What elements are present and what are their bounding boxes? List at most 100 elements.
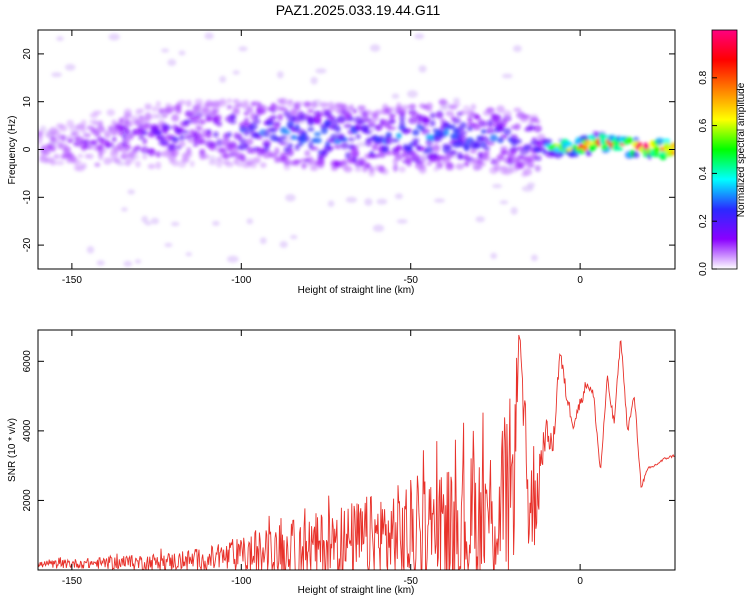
spectrogram-cell: [670, 150, 675, 156]
spectrogram-cell: [453, 97, 460, 103]
spectrogram-cell: [343, 123, 353, 129]
spectrogram-cell: [239, 154, 247, 162]
spectrogram-cell: [425, 138, 433, 147]
spectrogram-cell: [615, 146, 624, 151]
spectrogram-cell: [345, 196, 358, 203]
spectrogram-cell: [94, 131, 101, 138]
spectrogram-cell: [663, 142, 670, 149]
spectrogram-cell: [334, 125, 341, 133]
spectrogram-cell: [535, 119, 541, 124]
spectrogram-cell: [184, 119, 194, 124]
spectrogram-cell: [598, 133, 606, 140]
spectrogram-cell: [80, 162, 87, 170]
spectrogram-cell: [129, 154, 140, 160]
spectrogram-cell: [443, 128, 450, 136]
spectrogram-cell: [653, 153, 660, 158]
spectrogram-cell: [144, 106, 152, 111]
spectrogram-cell: [124, 143, 131, 151]
spectrogram-cell: [426, 161, 433, 166]
spectrogram-cell: [452, 101, 461, 107]
spectrogram-cell: [459, 130, 467, 136]
spectrogram-cell: [165, 125, 172, 130]
spectrogram-cell: [396, 145, 402, 152]
spectrogram-cell: [341, 137, 348, 143]
spectrogram-cell: [216, 161, 223, 168]
spectrogram-cell: [124, 128, 131, 136]
spectrogram-cell: [290, 134, 298, 141]
spectrogram-cell: [212, 131, 219, 138]
spectrogram-cell: [473, 142, 480, 148]
snr-frame: [37, 329, 676, 571]
spectrogram-cell: [227, 255, 239, 263]
spectrogram-cell: [447, 152, 459, 159]
spectrogram-cell: [86, 246, 95, 254]
spectrogram-cell: [633, 136, 639, 143]
spectrogram-cell: [108, 33, 120, 41]
spectrogram-cell: [226, 131, 232, 138]
spectrogram-cell: [416, 120, 423, 125]
spectrogram-cell: [519, 149, 530, 156]
spectrogram-cell: [526, 124, 536, 131]
spectrogram-x-label: Height of straight line (km): [298, 285, 415, 296]
spectrogram-cell: [662, 138, 671, 145]
spectrogram-cell: [294, 144, 300, 151]
spectrogram-cell: [205, 99, 214, 107]
spectrogram-cell: [533, 155, 542, 162]
spectrogram-cell: [144, 221, 152, 226]
spectrogram-cell: [523, 167, 532, 176]
colorbar-tick-label: 0.8: [698, 70, 709, 84]
spectrogram-cell: [293, 159, 302, 164]
spectrogram-cell: [142, 153, 148, 160]
spectrogram-cell: [162, 113, 169, 118]
spectrogram-cell: [371, 143, 379, 151]
snr-y-ticks: 2000 4000 6000: [22, 350, 675, 512]
spectrogram-cell: [372, 224, 385, 232]
spectrogram-cell: [503, 110, 512, 118]
spectrogram-cell: [232, 70, 240, 75]
spectrogram-cell: [492, 183, 503, 189]
spectrogram-cell: [563, 141, 573, 149]
spectrogram-cell: [106, 109, 116, 117]
spectrogram-cell: [279, 241, 288, 248]
spectrogram-cell: [103, 157, 112, 165]
spectrogram-cell: [260, 162, 267, 169]
x-tick-label: -100: [231, 275, 251, 286]
spectrogram-cell: [263, 145, 270, 152]
colorbar-tick-label: 0.0: [698, 262, 709, 276]
spectrogram-y-label: Frequency (Hz): [7, 116, 18, 185]
spectrogram-cell: [144, 122, 153, 130]
spectrogram-cell: [313, 115, 322, 123]
spectrogram-cell: [226, 104, 233, 110]
spectrogram-cell: [632, 151, 640, 159]
spectrogram-cell: [418, 65, 427, 73]
spectrogram-cell: [83, 133, 91, 138]
spectrogram-cell: [161, 48, 170, 53]
colorbar-ticks: 0.0 0.2 0.4 0.6 0.8: [698, 70, 717, 276]
spectrogram-cell: [377, 151, 386, 158]
spectrogram-cell: [273, 122, 281, 130]
spectrogram-cell: [412, 155, 419, 162]
spectrogram-cell: [419, 163, 427, 170]
y-tick-label: -20: [22, 237, 33, 252]
spectrogram-cell: [412, 129, 420, 136]
spectrogram-cell: [530, 254, 538, 262]
spectrogram-cell: [531, 137, 538, 142]
spectrogram-cell: [330, 118, 339, 126]
spectrogram-cell: [432, 144, 441, 153]
spectrogram-cell: [585, 150, 593, 157]
spectrogram-cell: [208, 143, 217, 151]
spectrogram-cell: [67, 138, 74, 144]
spectrogram-cell: [201, 153, 210, 160]
spectrogram-cell: [101, 148, 107, 154]
spectrogram-cell: [178, 140, 186, 148]
spectrogram-cell: [499, 200, 509, 205]
spectrogram-cell: [171, 159, 179, 167]
spectrogram-cell: [474, 113, 480, 120]
figure-title: PAZ1.2025.033.19.44.G11: [276, 2, 441, 18]
spectrogram-cell: [543, 138, 553, 145]
spectrogram-cell: [475, 216, 485, 223]
spectrogram-cell: [98, 120, 104, 129]
spectrogram-cell: [104, 133, 111, 139]
spectrogram-cell: [463, 142, 470, 151]
